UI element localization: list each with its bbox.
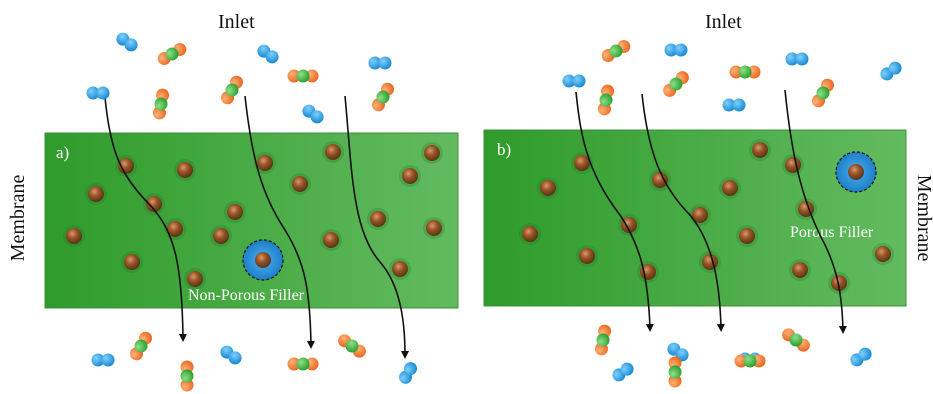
gas-molecule — [372, 82, 394, 112]
panel-a: a) Inlet Membrane Non-Porous Filler — [7, 11, 459, 392]
filler-particle — [719, 177, 741, 199]
gas-molecule — [664, 43, 688, 57]
filler-particle — [828, 272, 850, 294]
gas-molecule — [562, 74, 586, 88]
filler-particle — [174, 159, 196, 181]
gas-molecule — [663, 71, 689, 97]
gas-molecule — [597, 84, 615, 116]
filler-particle — [121, 251, 143, 273]
gas-molecule — [157, 43, 187, 65]
panel-label-a: a) — [56, 143, 69, 162]
path-a3 — [344, 95, 409, 359]
gas-molecule — [257, 44, 279, 64]
gas-molecule — [338, 334, 366, 358]
gas-molecule — [287, 69, 319, 83]
filler-particle — [322, 141, 344, 163]
gas-molecule — [116, 32, 138, 52]
gas-molecule — [220, 345, 242, 365]
filler-particle — [537, 177, 559, 199]
gas-molecule — [86, 86, 110, 100]
filler-particle — [63, 225, 85, 247]
gas-molecule — [734, 354, 766, 368]
filler-particle — [736, 225, 758, 247]
path-b3 — [784, 89, 847, 334]
gas-molecule — [785, 52, 809, 66]
filler-particle — [184, 268, 206, 290]
filler-particle — [143, 193, 165, 215]
gas-molecule — [782, 328, 810, 352]
molecules-b — [562, 40, 902, 388]
panel-label-b: b) — [497, 140, 511, 159]
gas-molecule — [668, 356, 682, 388]
path-a1 — [104, 96, 187, 342]
filler-particle — [224, 201, 246, 223]
filler-label-a: Non-Porous Filler — [188, 287, 305, 304]
path-b1 — [575, 91, 654, 332]
gas-molecule — [594, 324, 612, 356]
gas-molecule — [812, 78, 834, 108]
diffusion-paths-a — [104, 95, 409, 359]
gas-molecule — [850, 347, 872, 367]
filler-particle — [782, 154, 804, 176]
membrane-side-label-b: Membrane — [913, 175, 933, 262]
membrane-a — [44, 132, 459, 309]
gas-molecule — [601, 40, 631, 62]
gas-molecule — [368, 56, 392, 70]
path-a2 — [244, 95, 315, 349]
filler-particle — [115, 155, 137, 177]
filler-particle — [421, 142, 443, 164]
filler-particle — [367, 208, 389, 230]
gas-molecule — [880, 61, 902, 81]
diffusion-paths-b — [575, 89, 847, 334]
filler-particle — [789, 259, 811, 281]
filler-particle — [649, 169, 671, 191]
porous-filler — [835, 151, 877, 193]
panel-b: b) Inlet Membrane Porous Filler — [483, 11, 933, 388]
filler-particle — [289, 173, 311, 195]
filler-particle — [749, 139, 771, 161]
gas-molecule — [612, 362, 634, 382]
inlet-label-b: Inlet — [705, 11, 742, 33]
membrane-side-label: Membrane — [7, 175, 29, 262]
gas-molecule — [722, 98, 746, 112]
filler-particle — [872, 243, 894, 265]
gas-molecule — [221, 75, 243, 105]
non-porous-filler — [242, 239, 284, 281]
filler-particle — [320, 229, 342, 251]
gas-molecule — [180, 360, 194, 392]
filler-particle — [689, 204, 711, 226]
filler-particle — [389, 258, 411, 280]
molecules-a — [86, 32, 417, 392]
filler-particle — [519, 223, 541, 245]
filler-particle — [85, 183, 107, 205]
filler-particle — [637, 261, 659, 283]
path-b2 — [641, 93, 725, 332]
gas-molecule — [399, 362, 417, 384]
filler-particle — [210, 225, 232, 247]
gas-molecule — [287, 357, 319, 371]
inlet-label-a: Inlet — [218, 11, 255, 33]
filler-particle — [576, 245, 598, 267]
gas-molecule — [729, 65, 761, 79]
filler-label-b: Porous Filler — [790, 224, 874, 241]
filler-particle — [423, 217, 445, 239]
filler-particle — [399, 165, 421, 187]
gas-molecule — [91, 353, 115, 367]
gas-molecule — [152, 88, 170, 120]
filler-particle — [254, 152, 276, 174]
gas-molecule — [302, 104, 324, 124]
filler-particle — [571, 152, 593, 174]
gas-molecule — [130, 331, 152, 361]
